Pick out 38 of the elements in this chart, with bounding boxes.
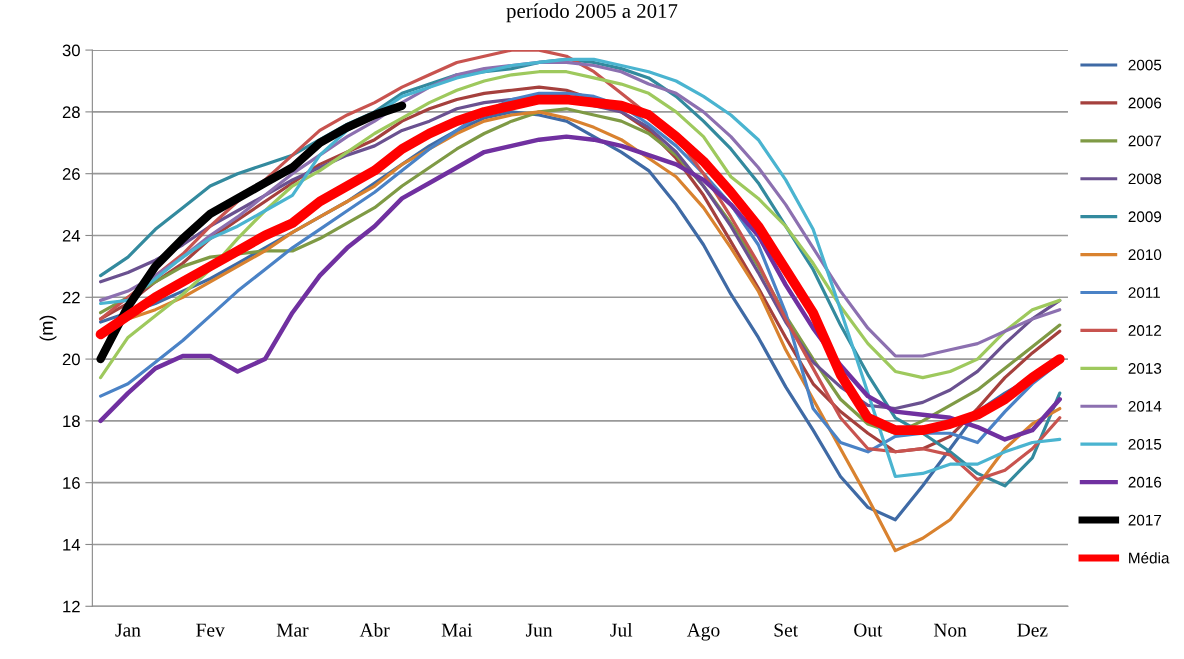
y-axis-title: (m): [39, 315, 57, 341]
legend-label: 2017: [1128, 514, 1162, 526]
y-tick-label: 24: [62, 229, 81, 242]
chart-title: período 2005 a 2017: [506, 3, 678, 23]
x-tick-label: Out: [854, 623, 883, 637]
x-tick-label: Fev: [196, 623, 225, 637]
y-tick-label: 18: [63, 415, 80, 428]
x-tick-label: Ago: [686, 623, 720, 641]
x-tick-label: Dez: [1017, 623, 1048, 637]
legend-label: 2014: [1128, 400, 1162, 412]
y-tick-label: 16: [63, 477, 80, 489]
x-tick-label: Jan: [115, 623, 141, 637]
legend-label: 2016: [1128, 476, 1162, 488]
y-tick-label: 20: [62, 353, 80, 366]
y-tick-label: 28: [62, 106, 80, 119]
y-tick-label: 14: [63, 539, 81, 551]
legend-label: 2006: [1128, 97, 1162, 109]
legend-label: 2015: [1128, 438, 1162, 450]
legend-label: 2008: [1128, 173, 1162, 185]
legend-label: 2013: [1128, 363, 1162, 374]
legend-label: 2010: [1128, 249, 1162, 261]
legend-label: 2011: [1128, 287, 1160, 299]
y-tick-label: 22: [62, 291, 80, 304]
x-tick-label: Mar: [276, 623, 309, 637]
x-tick-label: Mai: [441, 623, 473, 637]
legend-label: Média: [1129, 552, 1170, 564]
y-tick-label: 12: [63, 600, 80, 613]
x-tick-label: Jul: [610, 622, 633, 637]
legend-label: 2007: [1128, 135, 1162, 147]
x-tick-label: Set: [774, 623, 799, 637]
x-tick-label: Jun: [525, 623, 553, 637]
legend-label: 2012: [1128, 325, 1162, 336]
legend-label: 2009: [1128, 211, 1162, 223]
y-tick-label: 30: [62, 44, 80, 57]
x-tick-label: Non: [933, 623, 967, 637]
y-tick-label: 26: [62, 168, 80, 180]
legend-label: 2005: [1128, 59, 1162, 71]
x-tick-label: Abr: [359, 622, 390, 637]
